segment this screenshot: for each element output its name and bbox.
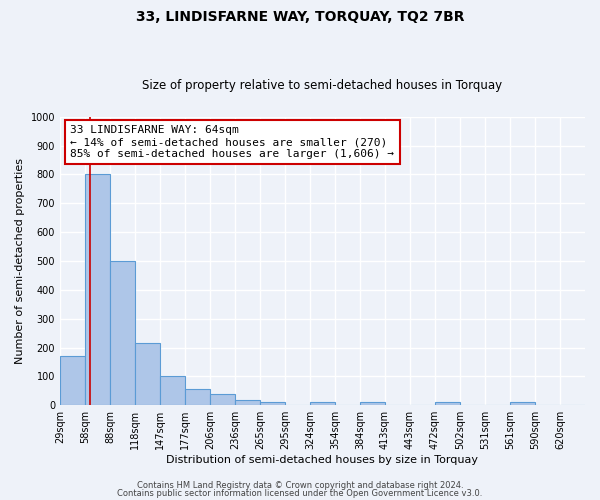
Bar	[160, 376, 185, 405]
Bar	[435, 402, 460, 405]
Bar	[210, 394, 235, 405]
Bar	[185, 390, 210, 405]
Text: Contains HM Land Registry data © Crown copyright and database right 2024.: Contains HM Land Registry data © Crown c…	[137, 481, 463, 490]
Text: 33 LINDISFARNE WAY: 64sqm
← 14% of semi-detached houses are smaller (270)
85% of: 33 LINDISFARNE WAY: 64sqm ← 14% of semi-…	[70, 126, 394, 158]
Text: Contains public sector information licensed under the Open Government Licence v3: Contains public sector information licen…	[118, 488, 482, 498]
Bar	[110, 261, 135, 405]
Bar	[235, 400, 260, 405]
Bar	[135, 343, 160, 405]
Bar	[260, 402, 285, 405]
X-axis label: Distribution of semi-detached houses by size in Torquay: Distribution of semi-detached houses by …	[166, 455, 478, 465]
Bar	[310, 402, 335, 405]
Y-axis label: Number of semi-detached properties: Number of semi-detached properties	[15, 158, 25, 364]
Bar	[85, 174, 110, 405]
Bar	[510, 402, 535, 405]
Text: 33, LINDISFARNE WAY, TORQUAY, TQ2 7BR: 33, LINDISFARNE WAY, TORQUAY, TQ2 7BR	[136, 10, 464, 24]
Bar	[360, 402, 385, 405]
Bar	[60, 356, 85, 405]
Title: Size of property relative to semi-detached houses in Torquay: Size of property relative to semi-detach…	[142, 79, 503, 92]
